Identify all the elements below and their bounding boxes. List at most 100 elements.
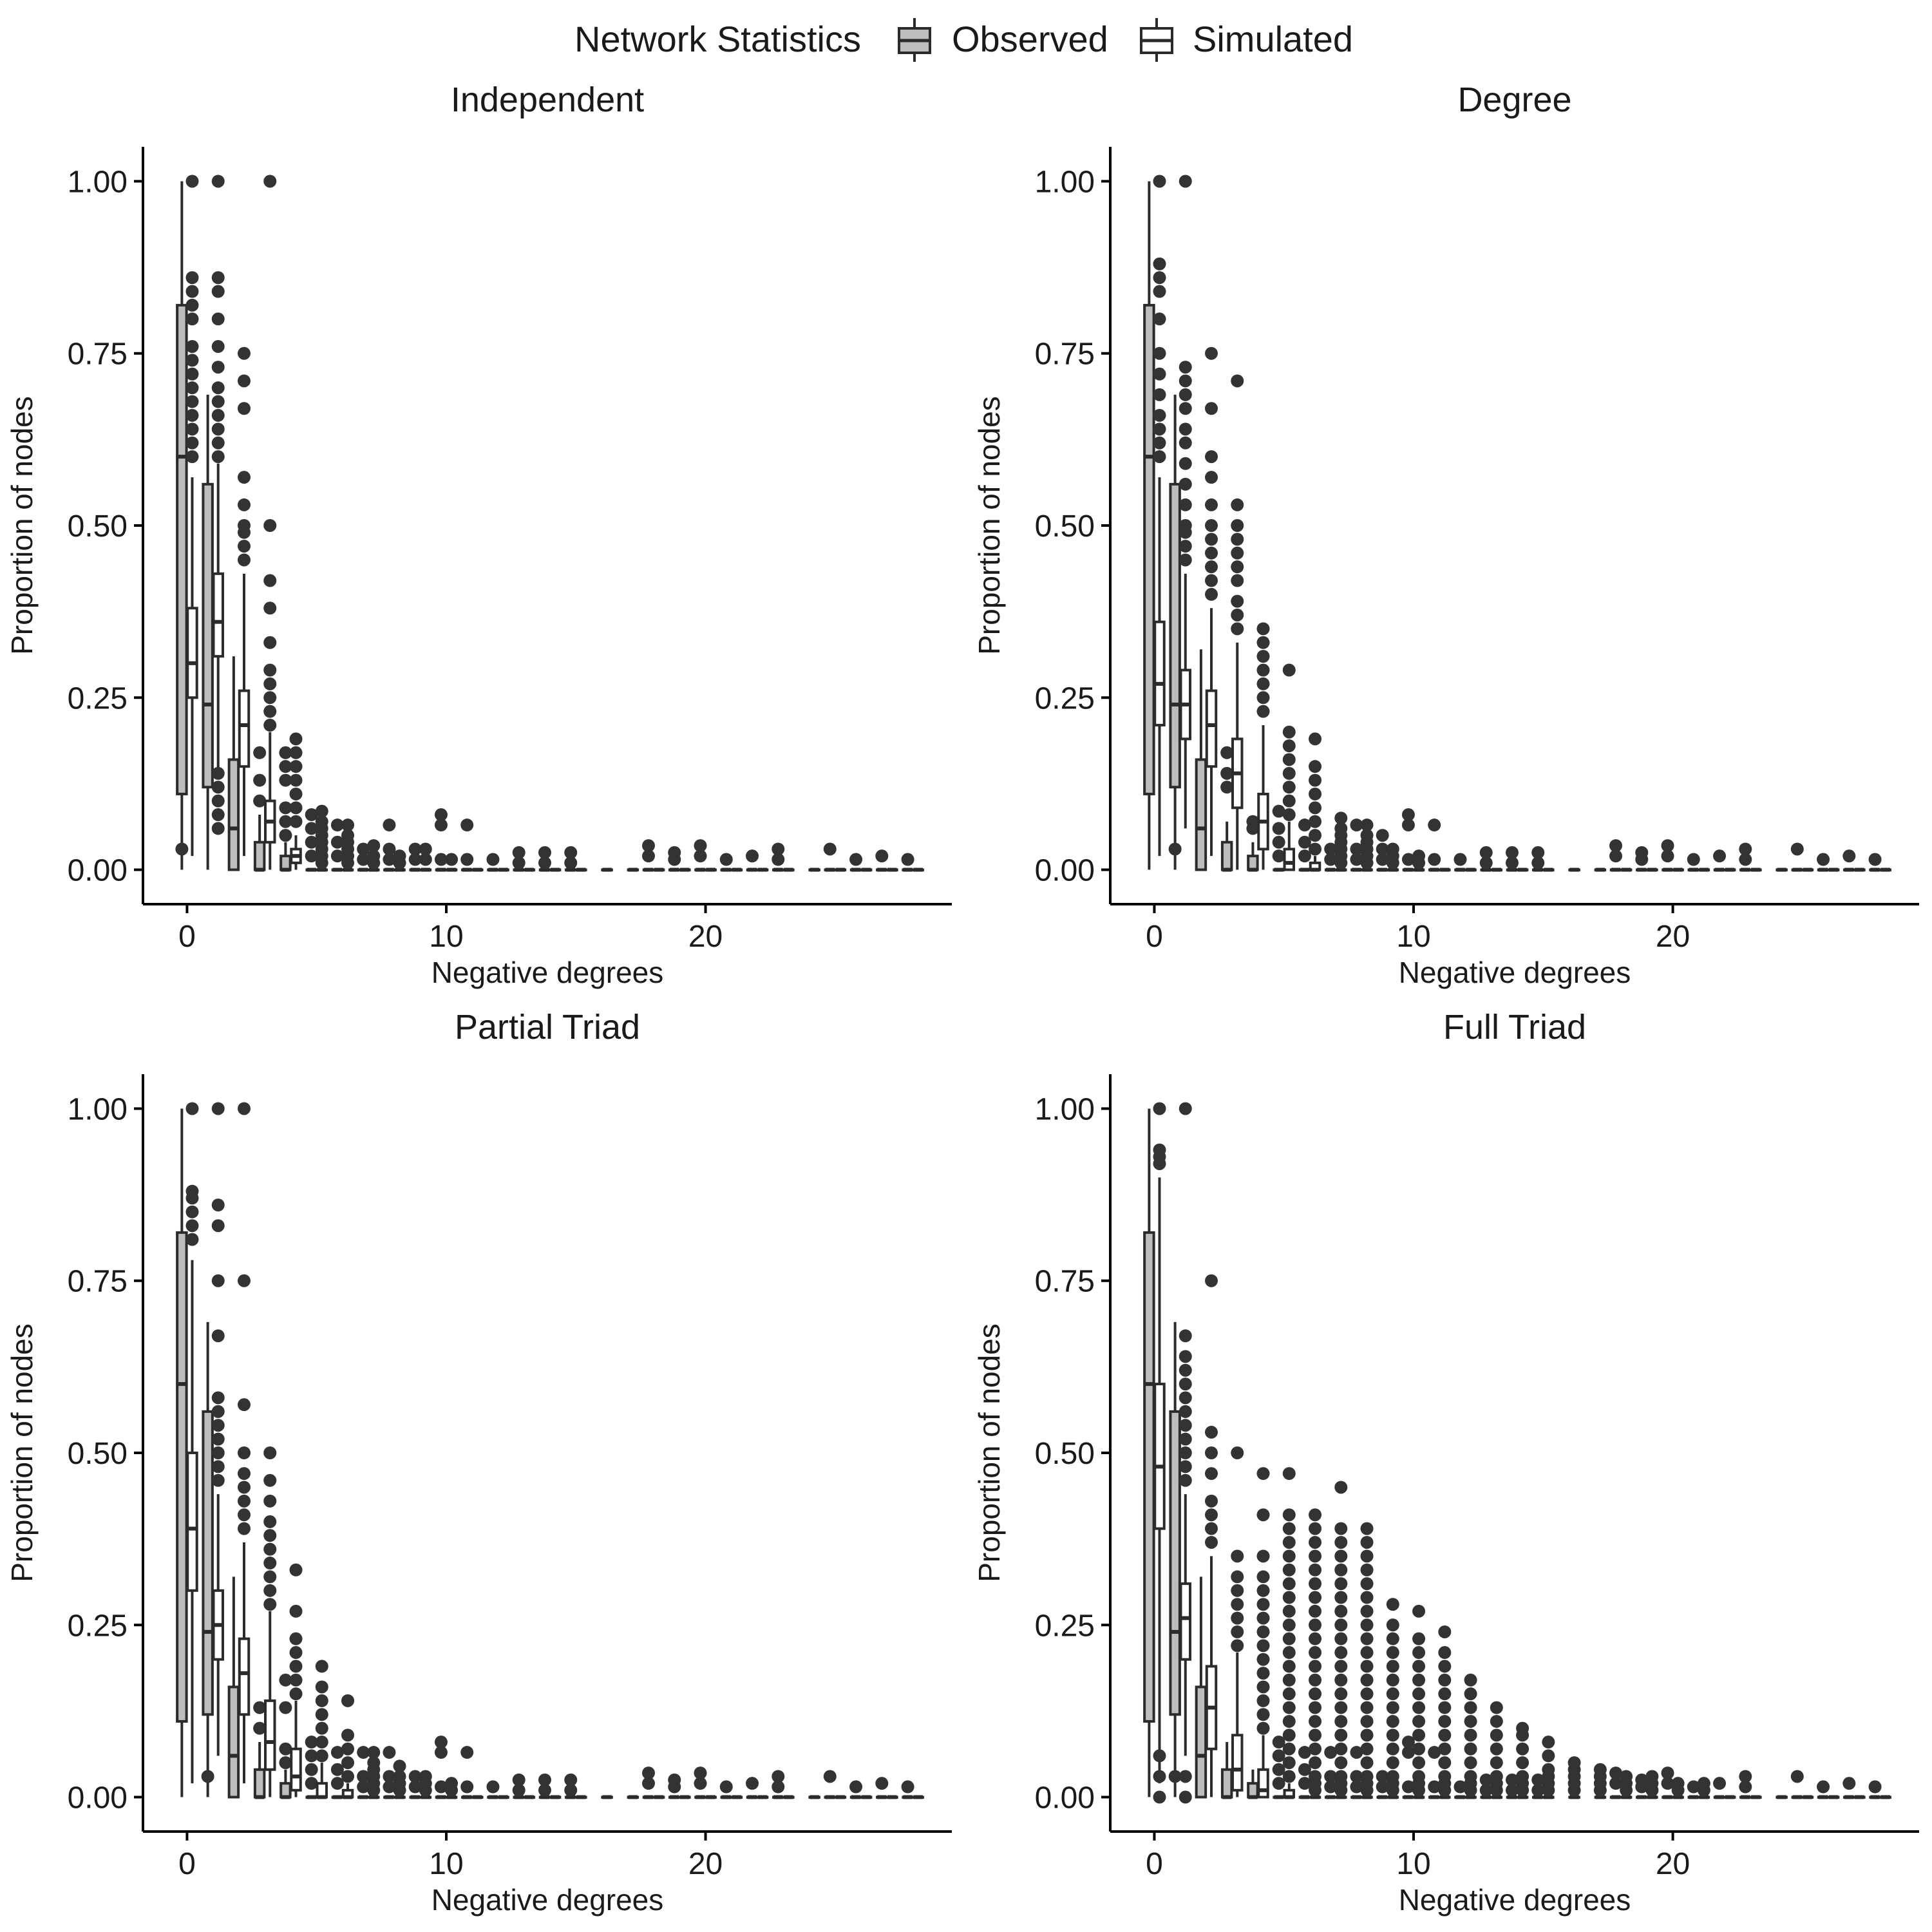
outlier-point: [1334, 1591, 1348, 1604]
outlier-point: [1334, 1549, 1348, 1563]
box-observed: [227, 758, 240, 871]
outlier-point: [279, 760, 292, 773]
x-tick-label: 10: [429, 1847, 463, 1881]
y-tick-label: 1.00: [68, 165, 128, 199]
outlier-point: [1205, 1508, 1218, 1522]
outlier-point: [434, 819, 448, 832]
outlier-point: [1309, 732, 1322, 746]
box-observed: [227, 1685, 240, 1799]
outlier-point: [408, 842, 422, 856]
outlier-point: [1490, 1701, 1503, 1714]
box-observed: [1195, 1685, 1208, 1799]
outlier-point: [1609, 849, 1622, 863]
outlier-point: [1609, 1766, 1622, 1780]
outlier-point: [263, 574, 277, 587]
outlier-point: [1309, 815, 1322, 828]
box-simulated: [264, 1699, 276, 1771]
outlier-point: [263, 1515, 277, 1528]
outlier-point: [1542, 1749, 1555, 1763]
outlier-point: [1153, 367, 1166, 381]
outlier-point: [357, 853, 370, 866]
outlier-point: [1490, 1742, 1503, 1756]
outlier-point: [901, 853, 914, 866]
outlier-point: [1272, 1763, 1285, 1776]
outlier-point: [1153, 1770, 1166, 1783]
box-observed: [202, 482, 214, 789]
outlier-point: [1309, 1742, 1322, 1756]
x-axis-label: Negative degrees: [1399, 1883, 1631, 1917]
outlier-point: [1324, 1770, 1338, 1783]
outlier-point: [1205, 450, 1218, 464]
outlier-point: [263, 1529, 277, 1542]
outlier-point: [1272, 835, 1285, 849]
outlier-point: [1282, 808, 1296, 822]
y-tick-label: 0.50: [68, 509, 128, 544]
outlier-point: [185, 422, 199, 436]
outlier-point: [1661, 839, 1674, 853]
outlier-point: [1282, 1770, 1296, 1783]
outlier-point: [279, 815, 292, 828]
panels: Independent 0.00 0.25 0.50 0.75 1.00 0 10 20 Nega…: [5, 80, 1919, 1917]
outlier-point: [1479, 856, 1493, 869]
outlier-point: [1360, 1687, 1374, 1701]
outlier-point: [1205, 560, 1218, 574]
outlier-point: [211, 1446, 225, 1459]
outlier-point: [1153, 285, 1166, 298]
outlier-point: [1324, 1780, 1338, 1794]
outlier-point: [211, 1391, 225, 1405]
outlier-point: [1334, 1632, 1348, 1645]
outlier-point: [1179, 1329, 1192, 1343]
outlier-point: [512, 1773, 526, 1786]
outlier-point: [1282, 1508, 1296, 1522]
outlier-point: [185, 298, 199, 312]
box-observed: [202, 1410, 214, 1716]
outlier-point: [315, 1694, 328, 1707]
outlier-point: [875, 849, 889, 863]
outlier-point: [1542, 1763, 1555, 1776]
outlier-point: [1464, 1770, 1477, 1783]
outlier-point: [1231, 374, 1244, 388]
outlier-point: [1256, 1680, 1270, 1694]
outlier-point: [746, 849, 759, 863]
outlier-point: [253, 794, 267, 808]
outlier-point: [1386, 1618, 1399, 1632]
outlier-point: [238, 519, 251, 532]
outlier-point: [263, 601, 277, 615]
outlier-point: [1360, 1673, 1374, 1687]
outlier-point: [1309, 1549, 1322, 1563]
outlier-point: [1401, 819, 1415, 832]
outlier-point: [383, 1746, 396, 1759]
outlier-point: [1438, 1625, 1452, 1638]
outlier-point: [538, 1783, 551, 1797]
outlier-point: [1231, 574, 1244, 587]
outlier-point: [1360, 1563, 1374, 1577]
outlier-point: [1179, 1378, 1192, 1391]
outlier-point: [1334, 1756, 1348, 1770]
outlier-point: [1386, 1646, 1399, 1660]
y-tick-label: 0.00: [1035, 1781, 1095, 1815]
outlier-point: [642, 849, 655, 863]
outlier-point: [1490, 1756, 1503, 1770]
outlier-point: [1282, 1632, 1296, 1645]
outlier-point: [1256, 663, 1270, 677]
outlier-point: [1205, 533, 1218, 546]
outlier-point: [1256, 1570, 1270, 1584]
outlier-point: [1272, 1736, 1285, 1749]
outlier-point: [1309, 1660, 1322, 1673]
outlier-point: [211, 271, 225, 285]
outlier-point: [1479, 846, 1493, 859]
outlier-point: [1179, 457, 1192, 470]
outlier-point: [1609, 839, 1622, 853]
outlier-point: [211, 766, 225, 780]
outlier-point: [1256, 1721, 1270, 1735]
outlier-point: [460, 819, 474, 832]
outlier-point: [1376, 1770, 1389, 1783]
outlier-point: [1479, 1783, 1493, 1797]
outlier-point: [1309, 1687, 1322, 1701]
x-axis-label: Negative degrees: [431, 1883, 664, 1917]
outlier-point: [289, 773, 303, 787]
outlier-point: [1334, 1673, 1348, 1687]
box-observed: [253, 840, 266, 871]
outlier-point: [1309, 842, 1322, 856]
outlier-point: [185, 1205, 199, 1218]
